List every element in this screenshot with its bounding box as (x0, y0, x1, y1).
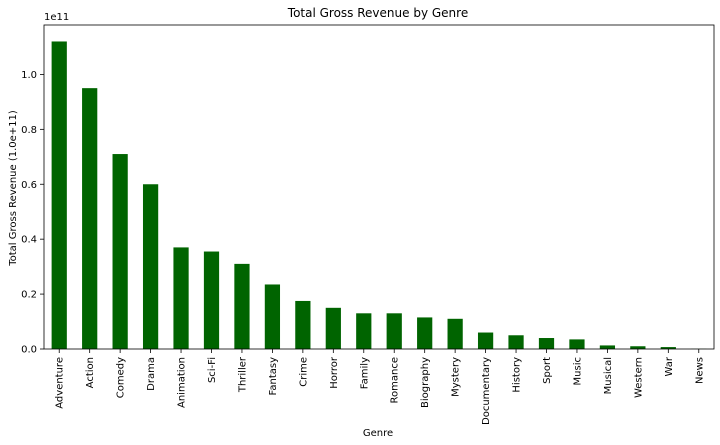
bar-action (82, 88, 98, 350)
bar-music (569, 339, 585, 349)
bar-history (508, 335, 524, 349)
x-tick-label: News (694, 357, 705, 384)
x-tick-label: Animation (177, 357, 188, 408)
x-tick-label: Sci-Fi (207, 357, 218, 383)
y-axis-label: Total Gross Revenue (1.0e+11) (8, 110, 19, 267)
y-tick-label: 0.8 (21, 125, 37, 136)
bar-romance (386, 313, 402, 349)
x-tick-label: War (664, 356, 675, 376)
x-tick-label: Thriller (237, 356, 248, 393)
x-tick-label: Biography (420, 357, 431, 408)
x-tick-label: Family (359, 357, 370, 389)
bar-drama (142, 184, 159, 349)
x-tick-label: Sport (542, 357, 553, 384)
bars-layer (51, 41, 707, 350)
x-tick-label: Romance (390, 357, 401, 403)
bar-comedy (112, 154, 128, 349)
y-tick-label: 0.2 (21, 290, 37, 301)
axis-offset-label: 1e11 (44, 12, 69, 23)
x-tick-label: Music (572, 357, 583, 385)
x-tick-label: Action (85, 357, 96, 388)
bar-crime (295, 300, 311, 349)
bar-biography (417, 317, 433, 349)
x-tick-label: Western (633, 357, 644, 398)
y-tick-label: 0.0 (21, 345, 37, 356)
bar-animation (173, 247, 189, 349)
bar-war (660, 347, 676, 349)
bar-documentary (477, 332, 494, 349)
x-tick-label: Horror (329, 356, 340, 389)
x-tick-label: Comedy (116, 357, 127, 398)
bar-sport (538, 338, 555, 349)
y-tick-label: 0.6 (21, 180, 37, 191)
bar-fantasy (264, 284, 281, 349)
bar-horror (325, 307, 341, 349)
x-tick-label: Adventure (55, 357, 66, 409)
x-tick-label: Crime (298, 357, 309, 387)
x-tick-label: Musical (603, 357, 614, 394)
x-axis-label: Genre (363, 428, 393, 439)
y-tick-label: 0.4 (21, 235, 37, 246)
bar-western (630, 346, 646, 349)
plot-frame (43, 24, 715, 350)
y-tick-label: 1.0 (21, 70, 37, 81)
y-ticks-layer: 0.0 0.2 0.4 0.6 0.8 1.0 (21, 70, 44, 356)
bar-family (356, 313, 372, 349)
bar-thriller (234, 263, 250, 349)
x-tick-label: Drama (146, 357, 157, 391)
x-tick-label: Documentary (481, 357, 492, 425)
bar-mystery (447, 318, 463, 349)
x-tick-label: Fantasy (268, 357, 279, 396)
bar-adventure (51, 41, 67, 349)
x-tick-label: History (512, 357, 523, 393)
bar-sci-fi (203, 251, 220, 349)
x-tick-label: Mystery (451, 357, 462, 397)
x-ticks-layer: Adventure Action Comedy Drama Animation Sci-F… (55, 349, 705, 425)
chart-title: Total Gross Revenue by Genre (287, 6, 468, 20)
bar-musical (599, 345, 616, 349)
